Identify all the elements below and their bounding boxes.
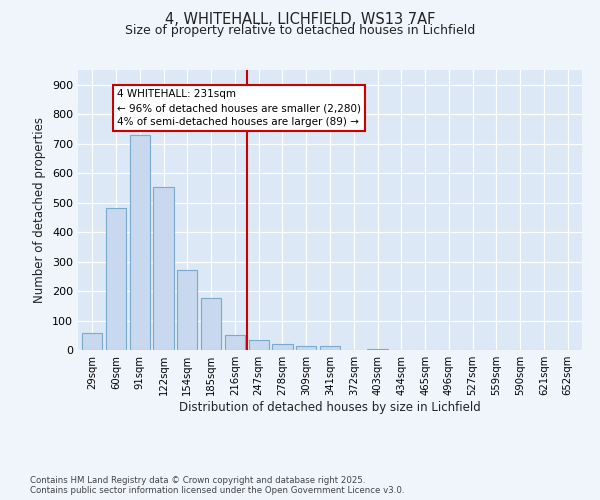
Bar — [82, 333, 103, 350]
Bar — [367, 348, 388, 350]
Text: 4, WHITEHALL, LICHFIELD, WS13 7AF: 4, WHITEHALL, LICHFIELD, WS13 7AF — [165, 12, 435, 28]
Text: Contains HM Land Registry data © Crown copyright and database right 2025.
Contai: Contains HM Land Registry data © Crown c… — [30, 476, 404, 495]
Text: Size of property relative to detached houses in Lichfield: Size of property relative to detached ho… — [125, 24, 475, 37]
Text: 4 WHITEHALL: 231sqm
← 96% of detached houses are smaller (2,280)
4% of semi-deta: 4 WHITEHALL: 231sqm ← 96% of detached ho… — [117, 89, 361, 127]
Bar — [177, 270, 197, 350]
Bar — [320, 346, 340, 350]
X-axis label: Distribution of detached houses by size in Lichfield: Distribution of detached houses by size … — [179, 401, 481, 414]
Bar — [130, 136, 150, 350]
Y-axis label: Number of detached properties: Number of detached properties — [34, 117, 46, 303]
Bar — [248, 340, 269, 350]
Bar — [272, 344, 293, 350]
Bar — [296, 346, 316, 350]
Bar — [225, 336, 245, 350]
Bar — [154, 186, 173, 350]
Bar — [201, 298, 221, 350]
Bar — [106, 208, 126, 350]
